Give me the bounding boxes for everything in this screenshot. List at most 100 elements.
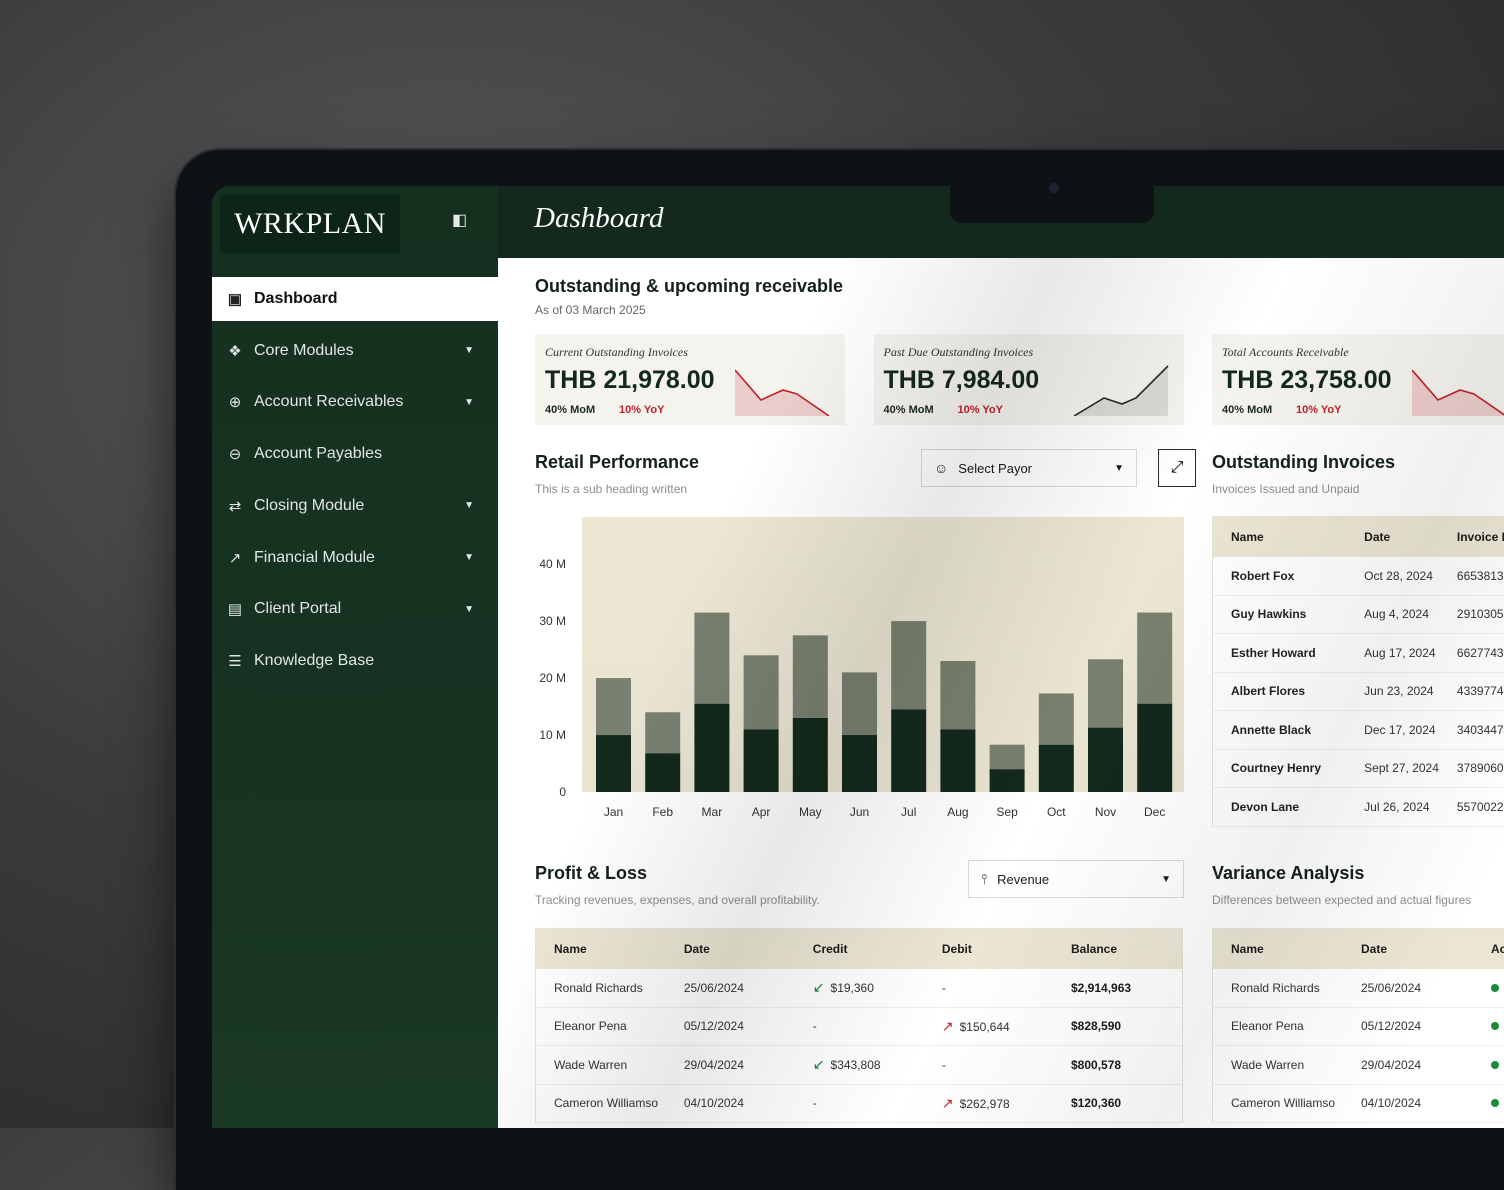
chevron-down-icon[interactable]: ▼ bbox=[464, 397, 474, 408]
sidebar-item-financial-module[interactable]: ↗Financial Module▼ bbox=[212, 536, 498, 580]
column-header[interactable]: Ac bbox=[1473, 929, 1504, 970]
pnl-name: Cameron Williamso bbox=[536, 1084, 666, 1123]
column-header[interactable]: Name bbox=[1213, 929, 1344, 970]
modules-icon: ❖ bbox=[226, 342, 244, 360]
table-cell: Jun 23, 2024 bbox=[1346, 672, 1439, 711]
bar-top-jul[interactable] bbox=[891, 621, 926, 709]
bar-top-nov[interactable] bbox=[1088, 659, 1123, 727]
bar-bottom-sep[interactable] bbox=[990, 769, 1025, 792]
bar-bottom-aug[interactable] bbox=[940, 729, 975, 792]
bar-top-oct[interactable] bbox=[1039, 693, 1074, 744]
pnl-balance: $2,914,963 bbox=[1053, 969, 1183, 1007]
y-tick-label: 30 M bbox=[528, 614, 566, 628]
column-header[interactable]: Date bbox=[1346, 517, 1439, 558]
status-dot-icon bbox=[1491, 1022, 1499, 1030]
status-cell bbox=[1473, 969, 1504, 1007]
column-header[interactable]: Date bbox=[1343, 929, 1473, 970]
bar-bottom-jun[interactable] bbox=[842, 735, 877, 792]
table-cell: Cameron Williamso bbox=[1213, 1084, 1344, 1123]
sidebar-item-label: Account Payables bbox=[254, 445, 382, 463]
sidebar-item-client-portal[interactable]: ▤Client Portal▼ bbox=[212, 587, 498, 631]
bar-top-jun[interactable] bbox=[842, 672, 877, 735]
column-header[interactable]: Date bbox=[666, 929, 795, 970]
column-header[interactable]: Name bbox=[1213, 517, 1347, 558]
bar-top-sep[interactable] bbox=[990, 745, 1025, 769]
expand-chart-button[interactable]: ⤢ bbox=[1158, 449, 1196, 487]
sidebar-item-knowledge-base[interactable]: ☰Knowledge Base bbox=[212, 639, 498, 683]
bar-top-aug[interactable] bbox=[940, 661, 975, 729]
bar-bottom-may[interactable] bbox=[793, 718, 828, 792]
bar-top-may[interactable] bbox=[793, 635, 828, 718]
sidebar-item-core-modules[interactable]: ❖Core Modules▼ bbox=[212, 329, 498, 373]
main-content: Outstanding & upcoming receivable As of … bbox=[498, 258, 1504, 1128]
table-cell: Ronald Richards bbox=[1213, 969, 1344, 1007]
sidebar-item-label: Knowledge Base bbox=[254, 652, 374, 670]
arrow-up-right-icon: ↗ bbox=[942, 1095, 954, 1111]
bar-top-mar[interactable] bbox=[694, 613, 729, 704]
status-dot-icon bbox=[1491, 984, 1499, 992]
bar-bottom-nov[interactable] bbox=[1088, 728, 1123, 792]
table-cell: 55700223 bbox=[1439, 788, 1504, 827]
bar-top-apr[interactable] bbox=[744, 655, 779, 729]
sidebar-item-closing-module[interactable]: ⇄Closing Module▼ bbox=[212, 484, 498, 528]
bar-bottom-mar[interactable] bbox=[694, 704, 729, 792]
bar-top-feb[interactable] bbox=[645, 712, 680, 753]
table-cell: 05/12/2024 bbox=[1343, 1007, 1473, 1046]
chevron-down-icon[interactable]: ▼ bbox=[464, 604, 474, 615]
x-tick-label: Apr bbox=[741, 805, 781, 819]
table-cell: Guy Hawkins bbox=[1213, 595, 1347, 634]
bar-bottom-dec[interactable] bbox=[1137, 704, 1172, 792]
bar-bottom-jan[interactable] bbox=[596, 735, 631, 792]
sidebar-item-account-payables[interactable]: ⊖Account Payables bbox=[212, 432, 498, 476]
column-header[interactable]: Credit bbox=[795, 929, 924, 970]
pnl-filter-label: Revenue bbox=[997, 872, 1049, 887]
table-cell: 04/10/2024 bbox=[1343, 1084, 1473, 1123]
column-header[interactable]: Debit bbox=[924, 929, 1053, 970]
bar-bottom-oct[interactable] bbox=[1039, 745, 1074, 792]
sparkline-down bbox=[735, 360, 833, 416]
bar-bottom-feb[interactable] bbox=[645, 753, 680, 792]
collapse-sidebar-icon[interactable]: ◧ bbox=[452, 213, 468, 229]
app-logo[interactable]: WRKPLAN bbox=[220, 195, 400, 253]
chevron-down-icon: ▼ bbox=[1161, 874, 1171, 885]
sidebar-item-dashboard[interactable]: ▣Dashboard bbox=[212, 277, 498, 321]
pnl-filter-select[interactable]: ⫯ Revenue ▼ bbox=[968, 860, 1184, 898]
bar-top-dec[interactable] bbox=[1137, 613, 1172, 704]
sidebar-item-label: Dashboard bbox=[254, 290, 338, 308]
column-header[interactable]: Balance bbox=[1053, 929, 1183, 970]
column-header[interactable]: Name bbox=[536, 929, 666, 970]
bar-top-jan[interactable] bbox=[596, 678, 631, 735]
column-header[interactable]: Invoice ID bbox=[1439, 517, 1504, 558]
kpi-mom: 40% MoM bbox=[545, 404, 595, 416]
bar-bottom-jul[interactable] bbox=[891, 709, 926, 792]
payor-select[interactable]: ☺ Select Payor ▼ bbox=[921, 449, 1137, 487]
y-tick-label: 0 bbox=[528, 785, 566, 799]
kpi-label: Total Accounts Receivable bbox=[1222, 345, 1349, 360]
chevron-down-icon[interactable]: ▼ bbox=[464, 500, 474, 511]
chevron-down-icon[interactable]: ▼ bbox=[464, 552, 474, 563]
table-cell: Dec 17, 2024 bbox=[1346, 711, 1439, 750]
chevron-down-icon[interactable]: ▼ bbox=[464, 345, 474, 356]
bar-bottom-apr[interactable] bbox=[744, 729, 779, 792]
sidebar-item-account-receivables[interactable]: ⊕Account Receivables▼ bbox=[212, 380, 498, 424]
table-cell: 66538135 bbox=[1439, 557, 1504, 595]
